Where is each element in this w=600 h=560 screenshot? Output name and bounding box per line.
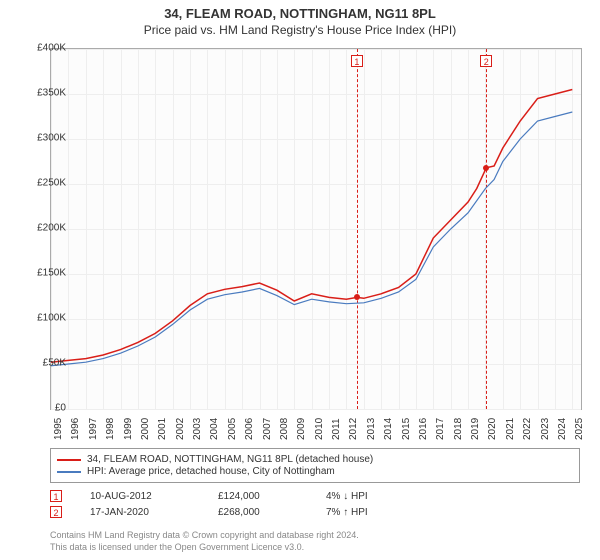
footer-line1: Contains HM Land Registry data © Crown c… <box>50 530 359 542</box>
x-axis-label: 2025 <box>574 418 585 440</box>
x-axis-label: 1995 <box>53 418 64 440</box>
x-axis-label: 2008 <box>279 418 290 440</box>
y-axis-label: £100K <box>37 313 66 324</box>
sales-table: 1 10-AUG-2012 £124,000 4% ↓ HPI 2 17-JAN-2020… <box>50 490 406 522</box>
y-axis-label: £250K <box>37 178 66 189</box>
sales-date: 10-AUG-2012 <box>90 491 190 502</box>
sales-row: 2 17-JAN-2020 £268,000 7% ↑ HPI <box>50 506 406 518</box>
x-axis-label: 2007 <box>262 418 273 440</box>
x-axis-label: 2016 <box>418 418 429 440</box>
sales-row: 1 10-AUG-2012 £124,000 4% ↓ HPI <box>50 490 406 502</box>
x-axis-label: 2020 <box>487 418 498 440</box>
y-axis-label: £200K <box>37 223 66 234</box>
y-axis-label: £0 <box>55 403 66 414</box>
sale-dot <box>483 165 489 171</box>
x-axis-label: 2003 <box>192 418 203 440</box>
y-axis-label: £50K <box>43 358 66 369</box>
x-axis-label: 2021 <box>505 418 516 440</box>
legend-swatch-series2 <box>57 471 81 473</box>
footer-text: Contains HM Land Registry data © Crown c… <box>50 530 359 553</box>
x-axis-label: 2005 <box>227 418 238 440</box>
x-axis-label: 2015 <box>401 418 412 440</box>
sales-pct: 7% ↑ HPI <box>326 507 406 518</box>
chart-title: 34, FLEAM ROAD, NOTTINGHAM, NG11 8PL <box>0 0 600 21</box>
legend-label-series2: HPI: Average price, detached house, City… <box>87 466 335 477</box>
footer-line2: This data is licensed under the Open Gov… <box>50 542 359 554</box>
sale-dot <box>354 294 360 300</box>
x-axis-label: 2017 <box>435 418 446 440</box>
sales-marker-icon: 2 <box>50 506 62 518</box>
x-axis-label: 2006 <box>244 418 255 440</box>
x-axis-label: 2024 <box>557 418 568 440</box>
x-axis-label: 2012 <box>348 418 359 440</box>
chart-container: 34, FLEAM ROAD, NOTTINGHAM, NG11 8PL Pri… <box>0 0 600 560</box>
x-axis-label: 2010 <box>314 418 325 440</box>
x-axis-label: 2000 <box>140 418 151 440</box>
legend-row: HPI: Average price, detached house, City… <box>57 466 573 477</box>
x-axis-label: 2023 <box>540 418 551 440</box>
x-axis-label: 2022 <box>522 418 533 440</box>
x-axis-label: 1999 <box>123 418 134 440</box>
x-axis-label: 2001 <box>157 418 168 440</box>
x-axis-label: 2019 <box>470 418 481 440</box>
y-axis-label: £350K <box>37 88 66 99</box>
x-axis-label: 2014 <box>383 418 394 440</box>
x-axis-label: 2013 <box>366 418 377 440</box>
x-axis-label: 2018 <box>453 418 464 440</box>
chart-legend: 34, FLEAM ROAD, NOTTINGHAM, NG11 8PL (de… <box>50 448 580 483</box>
legend-row: 34, FLEAM ROAD, NOTTINGHAM, NG11 8PL (de… <box>57 454 573 465</box>
sales-price: £268,000 <box>218 507 298 518</box>
x-axis-label: 2002 <box>175 418 186 440</box>
x-axis-label: 1998 <box>105 418 116 440</box>
chart-plot-area: 12 <box>50 48 582 410</box>
x-axis-label: 2009 <box>296 418 307 440</box>
x-axis-label: 2011 <box>331 418 342 440</box>
sales-date: 17-JAN-2020 <box>90 507 190 518</box>
x-axis-label: 2004 <box>209 418 220 440</box>
y-axis-label: £400K <box>37 43 66 54</box>
sales-marker-icon: 1 <box>50 490 62 502</box>
y-axis-label: £300K <box>37 133 66 144</box>
sales-pct: 4% ↓ HPI <box>326 491 406 502</box>
chart-subtitle: Price paid vs. HM Land Registry's House … <box>0 21 600 37</box>
x-axis-label: 1996 <box>70 418 81 440</box>
legend-swatch-series1 <box>57 459 81 461</box>
sales-price: £124,000 <box>218 491 298 502</box>
x-axis-label: 1997 <box>88 418 99 440</box>
legend-label-series1: 34, FLEAM ROAD, NOTTINGHAM, NG11 8PL (de… <box>87 454 373 465</box>
y-axis-label: £150K <box>37 268 66 279</box>
